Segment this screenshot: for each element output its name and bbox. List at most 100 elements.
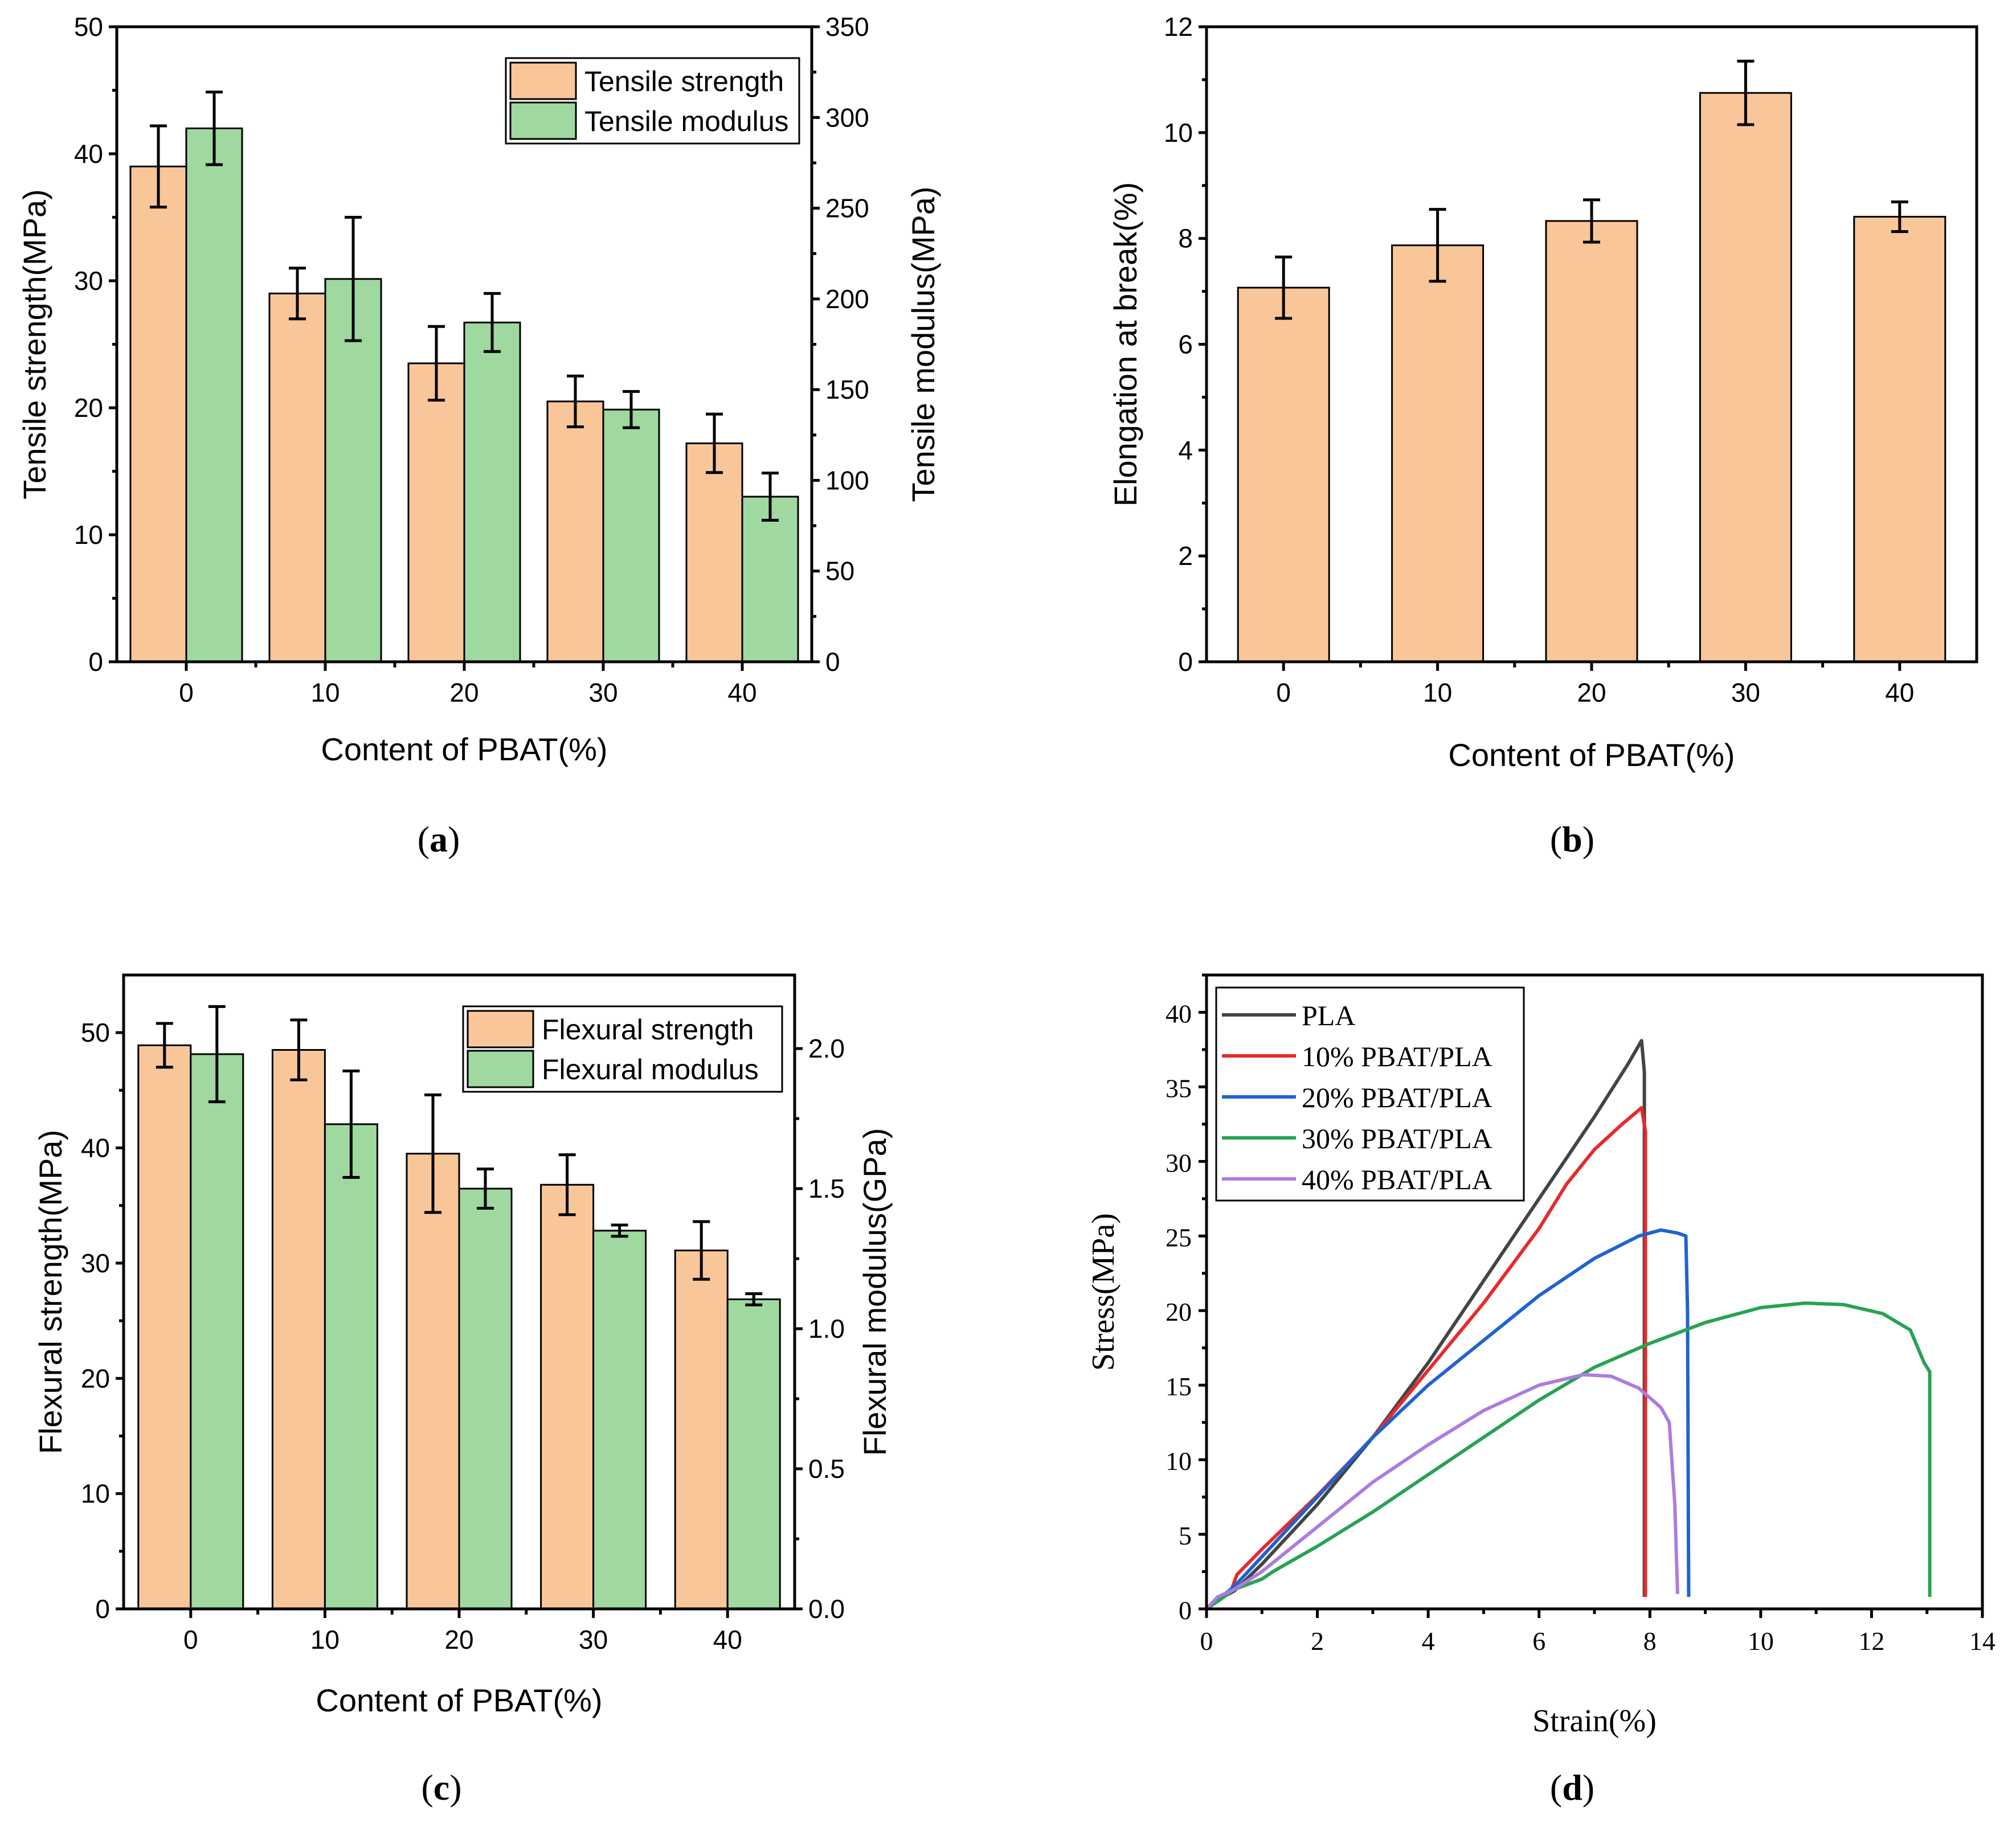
x-tick-label: 10 (310, 678, 340, 707)
x-tick-label: 4 (1422, 1627, 1435, 1656)
caption-close-paren: ) (448, 819, 460, 859)
bar-tensile-strength (129, 165, 187, 663)
y2-axis-label: Tensile modulus(MPa) (905, 187, 941, 502)
caption-c: (c) (421, 1767, 461, 1808)
y2-tick-label: 250 (825, 194, 869, 223)
bar-flexural-modulus (458, 1187, 513, 1610)
caption-letter: b (1562, 819, 1582, 859)
legend-label: 30% PBAT/PLA (1302, 1123, 1492, 1154)
x-tick-label: 30 (579, 1625, 608, 1654)
y2-tick-label: 0.5 (808, 1454, 845, 1484)
caption-open-paren: ( (421, 1767, 433, 1808)
caption-close-paren: ) (1582, 819, 1594, 859)
x-tick-label: 2 (1311, 1627, 1324, 1656)
legend-label: Tensile strength (584, 65, 784, 97)
y-tick-label: 40 (74, 139, 103, 169)
y-tick-label: 20 (1166, 1297, 1192, 1326)
bar-elongation-at-break (1853, 216, 1947, 663)
y-tick-label: 50 (74, 12, 103, 42)
legend-label: 40% PBAT/PLA (1302, 1164, 1492, 1195)
bar-flexural-modulus (190, 1053, 244, 1610)
bar-elongation-at-break (1237, 286, 1330, 663)
y-tick-label: 50 (81, 1018, 110, 1047)
y2-tick-label: 0 (825, 647, 840, 677)
y-tick-label: 0 (95, 1594, 110, 1624)
y-tick-label: 30 (74, 266, 103, 296)
x-tick-label: 10 (1423, 678, 1452, 707)
x-tick-label: 0 (1200, 1627, 1213, 1656)
y2-tick-label: 1.0 (808, 1314, 845, 1343)
y-tick-label: 20 (81, 1363, 110, 1393)
plot-frame-d (1205, 973, 1984, 1611)
caption-close-paren: ) (1582, 1767, 1594, 1808)
y2-tick-label: 300 (825, 103, 869, 132)
curve-40-pbat-pla (1205, 1373, 1679, 1611)
bar-tensile-strength (546, 400, 604, 663)
chart-panel-c: 0 10 20 30 40 50 0.0 0.5 1.0 1.5 2.0 0 10 20 30 40 Conte… (32, 973, 893, 1808)
y-tick-label: 15 (1166, 1372, 1192, 1401)
plot-frame-a (115, 25, 813, 663)
y-tick-label: 10 (1164, 118, 1193, 148)
y2-tick-label: 150 (825, 375, 869, 404)
y-tick-label: 4 (1178, 435, 1193, 465)
legend-swatch (467, 1010, 534, 1048)
y-tick-label: 0 (1178, 647, 1193, 677)
x-tick-label: 0 (183, 1625, 198, 1654)
bar-tensile-strength (268, 292, 326, 663)
bar-elongation-at-break (1545, 220, 1638, 663)
bar-elongation-at-break (1699, 92, 1792, 663)
bar-tensile-modulus (185, 127, 243, 663)
bar-flexural-modulus (324, 1123, 378, 1610)
bar-tensile-modulus (324, 278, 382, 663)
x-tick-label: 10 (1748, 1627, 1774, 1656)
chart-panel-d: 0 5 10 15 20 25 30 35 40 0 2 4 6 8 10 12 14 PLA 10% PBAT/P… (1086, 973, 1995, 1808)
plot-frame-c (122, 973, 796, 1611)
x-tick-label: 20 (444, 1625, 473, 1654)
y2-tick-label: 100 (825, 465, 869, 495)
x-tick-label: 14 (1969, 1627, 1995, 1656)
x-tick-label: 12 (1858, 1627, 1884, 1656)
x-axis-label: Content of PBAT(%) (321, 731, 607, 767)
caption-d: (d) (1550, 1767, 1594, 1808)
legend-label: Flexural strength (542, 1014, 754, 1046)
bar-tensile-modulus (602, 408, 660, 663)
y2-tick-label: 2.0 (808, 1034, 845, 1063)
caption-letter: c (434, 1767, 449, 1808)
bar-flexural-modulus (726, 1298, 781, 1610)
y-tick-label: 10 (74, 520, 103, 550)
bar-tensile-strength (685, 442, 743, 663)
legend-label: Tensile modulus (584, 105, 789, 137)
y2-tick-label: 1.5 (808, 1174, 845, 1203)
y-axis-label: Elongation at break(%) (1107, 182, 1143, 507)
x-tick-label: 40 (1885, 678, 1914, 707)
y-tick-label: 12 (1164, 12, 1193, 42)
x-tick-label: 40 (727, 678, 756, 707)
y-tick-label: 0 (88, 647, 103, 677)
caption-close-paren: ) (449, 1767, 461, 1808)
x-axis-label: Content of PBAT(%) (1448, 737, 1735, 773)
legend-swatch (467, 1050, 534, 1088)
y-axis-label: Tensile strength(MPa) (17, 189, 52, 499)
y-tick-label: 25 (1166, 1223, 1192, 1252)
x-tick-label: 30 (588, 678, 618, 707)
x-tick-label: 20 (449, 678, 479, 707)
y-axis-label: Stress(MPa) (1086, 1213, 1121, 1371)
y2-tick-label: 200 (825, 284, 869, 314)
caption-letter: d (1562, 1767, 1582, 1808)
x-axis-label: Content of PBAT(%) (316, 1682, 602, 1718)
y-tick-label: 30 (81, 1248, 110, 1278)
y-tick-label: 10 (81, 1479, 110, 1509)
y2-tick-label: 0.0 (808, 1594, 845, 1624)
bar-flexural-strength (137, 1044, 192, 1610)
bar-tensile-modulus (741, 495, 799, 663)
legend-label: 10% PBAT/PLA (1302, 1041, 1492, 1072)
y-tick-label: 8 (1178, 224, 1193, 253)
x-tick-label: 40 (713, 1625, 742, 1654)
y2-axis-label: Flexural modulus(GPa) (857, 1128, 893, 1456)
y-tick-label: 2 (1178, 541, 1193, 571)
y-tick-label: 20 (74, 393, 103, 423)
y-tick-label: 0 (1179, 1596, 1192, 1625)
curve-20-pbat-pla (1205, 1228, 1691, 1611)
legend-swatch (509, 62, 577, 100)
